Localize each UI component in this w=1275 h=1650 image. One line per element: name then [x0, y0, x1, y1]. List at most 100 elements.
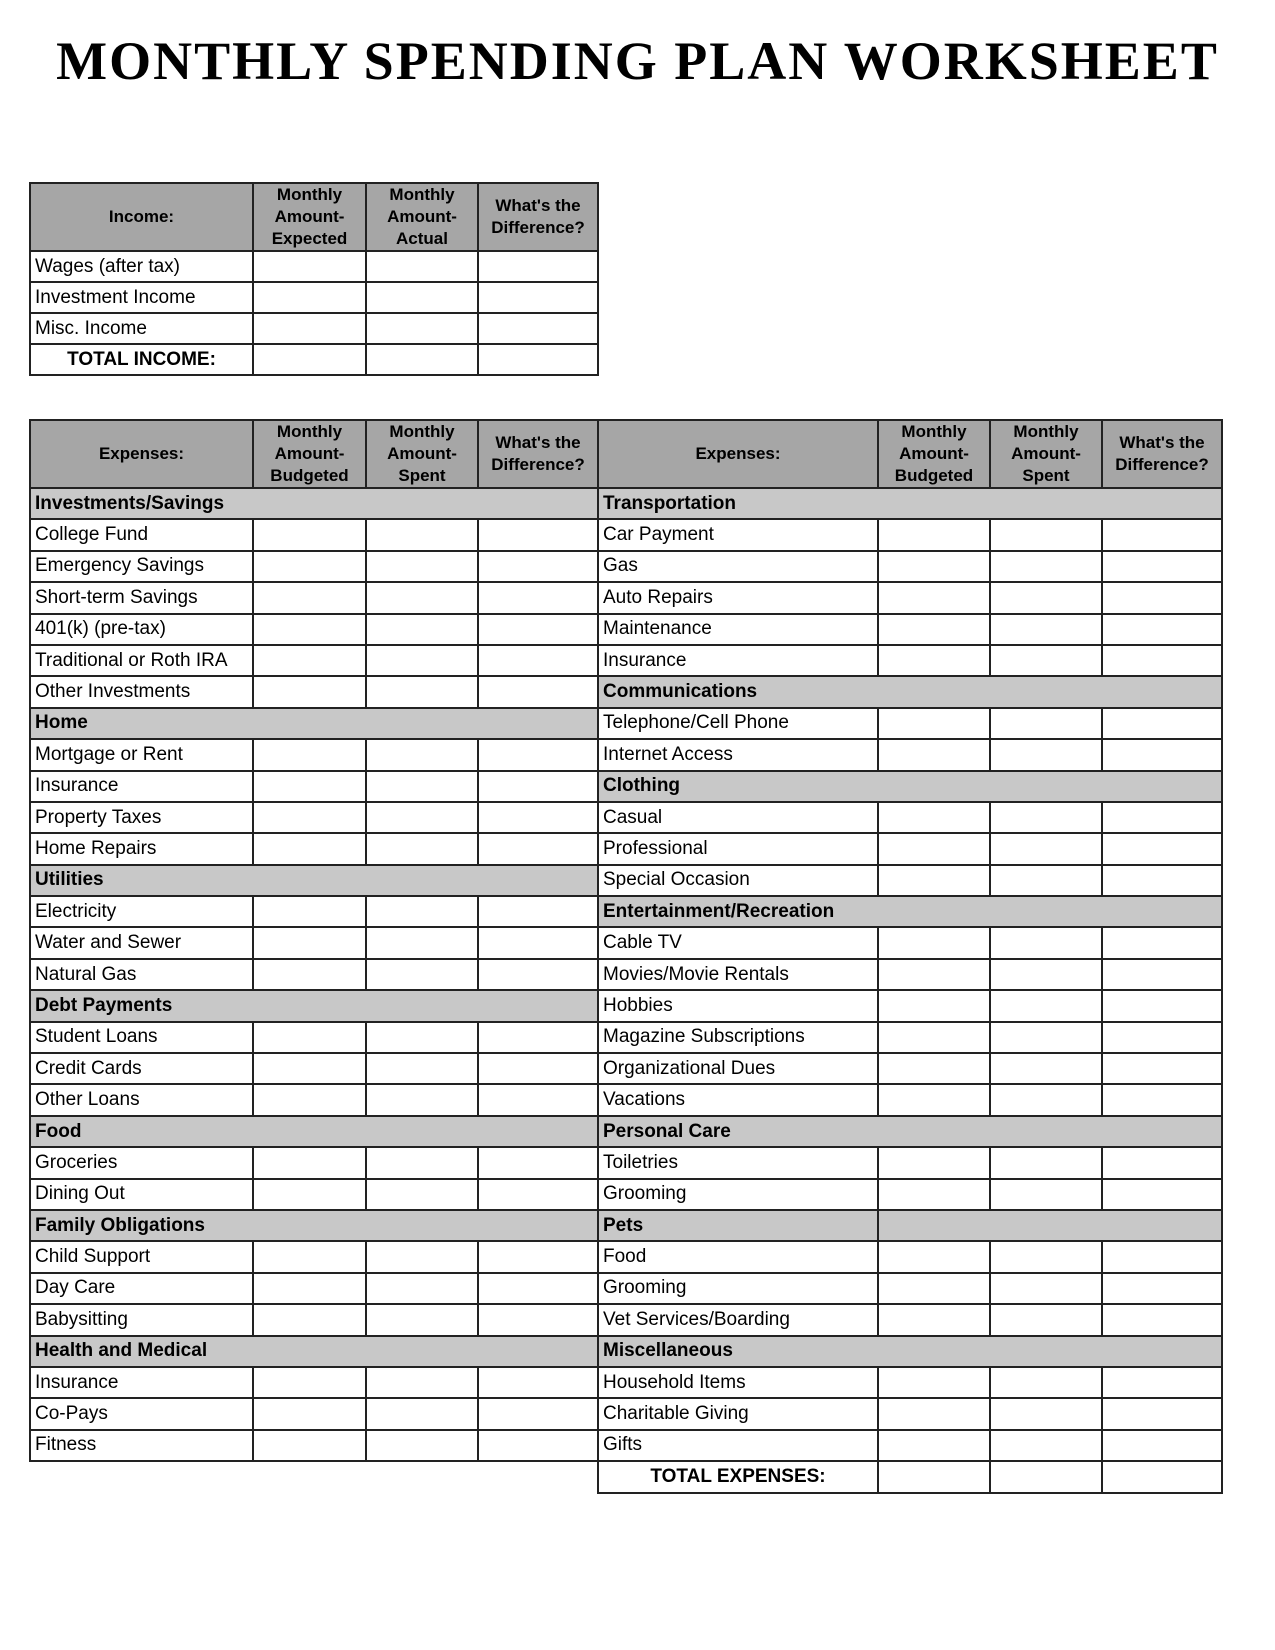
budgeted-input-cell[interactable]: [252, 1365, 367, 1400]
difference-input-cell[interactable]: [1101, 832, 1223, 866]
budgeted-input-cell[interactable]: [877, 1303, 991, 1337]
spent-input-cell[interactable]: [365, 926, 479, 960]
spent-input-cell[interactable]: [365, 1428, 479, 1463]
spent-input-cell[interactable]: [365, 1020, 479, 1055]
budgeted-input-cell[interactable]: [252, 343, 367, 376]
budgeted-input-cell[interactable]: [252, 800, 367, 835]
difference-input-cell[interactable]: [1101, 800, 1223, 835]
difference-input-cell[interactable]: [1101, 1052, 1223, 1086]
spent-input-cell[interactable]: [365, 1397, 479, 1431]
spent-input-cell[interactable]: [989, 800, 1103, 835]
spent-input-cell[interactable]: [989, 1303, 1103, 1337]
difference-input-cell[interactable]: [477, 926, 599, 960]
spent-input-cell[interactable]: [989, 1271, 1103, 1306]
spent-input-cell[interactable]: [365, 643, 479, 678]
budgeted-input-cell[interactable]: [252, 1240, 367, 1274]
budgeted-input-cell[interactable]: [252, 957, 367, 992]
difference-input-cell[interactable]: [477, 312, 599, 345]
difference-input-cell[interactable]: [1101, 1271, 1223, 1306]
spent-input-cell[interactable]: [365, 1365, 479, 1400]
difference-input-cell[interactable]: [477, 1428, 599, 1463]
difference-input-cell[interactable]: [1101, 738, 1223, 772]
spent-input-cell[interactable]: [989, 581, 1103, 615]
spent-input-cell[interactable]: [989, 1020, 1103, 1055]
spent-input-cell[interactable]: [365, 1177, 479, 1211]
difference-input-cell[interactable]: [477, 549, 599, 584]
difference-input-cell[interactable]: [477, 1271, 599, 1306]
budgeted-input-cell[interactable]: [877, 1428, 991, 1463]
difference-input-cell[interactable]: [477, 343, 599, 376]
difference-input-cell[interactable]: [1101, 706, 1223, 741]
spent-input-cell[interactable]: [365, 1271, 479, 1306]
difference-input-cell[interactable]: [1101, 612, 1223, 646]
budgeted-input-cell[interactable]: [877, 1365, 991, 1400]
spent-input-cell[interactable]: [989, 738, 1103, 772]
spent-input-cell[interactable]: [365, 1240, 479, 1274]
spent-input-cell[interactable]: [365, 769, 479, 803]
difference-input-cell[interactable]: [1101, 989, 1223, 1023]
spent-input-cell[interactable]: [989, 1083, 1103, 1117]
spent-input-cell[interactable]: [989, 926, 1103, 960]
budgeted-input-cell[interactable]: [877, 612, 991, 646]
budgeted-input-cell[interactable]: [877, 1177, 991, 1211]
difference-input-cell[interactable]: [477, 612, 599, 646]
difference-input-cell[interactable]: [477, 738, 599, 772]
budgeted-input-cell[interactable]: [252, 1177, 367, 1211]
difference-input-cell[interactable]: [1101, 926, 1223, 960]
spent-input-cell[interactable]: [365, 1146, 479, 1180]
budgeted-input-cell[interactable]: [252, 769, 367, 803]
difference-input-cell[interactable]: [477, 1365, 599, 1400]
spent-input-cell[interactable]: [989, 832, 1103, 866]
budgeted-input-cell[interactable]: [252, 1083, 367, 1117]
budgeted-input-cell[interactable]: [252, 312, 367, 345]
budgeted-input-cell[interactable]: [877, 1271, 991, 1306]
difference-input-cell[interactable]: [477, 769, 599, 803]
budgeted-input-cell[interactable]: [877, 1460, 991, 1494]
budgeted-input-cell[interactable]: [877, 518, 991, 552]
difference-input-cell[interactable]: [477, 675, 599, 709]
budgeted-input-cell[interactable]: [877, 863, 991, 898]
budgeted-input-cell[interactable]: [252, 281, 367, 314]
spent-input-cell[interactable]: [365, 832, 479, 866]
budgeted-input-cell[interactable]: [877, 926, 991, 960]
budgeted-input-cell[interactable]: [252, 832, 367, 866]
budgeted-input-cell[interactable]: [877, 957, 991, 992]
difference-input-cell[interactable]: [477, 250, 599, 283]
difference-input-cell[interactable]: [477, 518, 599, 552]
difference-input-cell[interactable]: [477, 281, 599, 314]
budgeted-input-cell[interactable]: [252, 1020, 367, 1055]
difference-input-cell[interactable]: [1101, 957, 1223, 992]
spent-input-cell[interactable]: [989, 1365, 1103, 1400]
spent-input-cell[interactable]: [989, 518, 1103, 552]
spent-input-cell[interactable]: [989, 1460, 1103, 1494]
difference-input-cell[interactable]: [477, 957, 599, 992]
spent-input-cell[interactable]: [989, 1146, 1103, 1180]
spent-input-cell[interactable]: [365, 1052, 479, 1086]
budgeted-input-cell[interactable]: [252, 1052, 367, 1086]
difference-input-cell[interactable]: [477, 895, 599, 929]
spent-input-cell[interactable]: [989, 1240, 1103, 1274]
budgeted-input-cell[interactable]: [877, 1240, 991, 1274]
budgeted-input-cell[interactable]: [877, 800, 991, 835]
budgeted-input-cell[interactable]: [252, 926, 367, 960]
spent-input-cell[interactable]: [365, 518, 479, 552]
budgeted-input-cell[interactable]: [877, 643, 991, 678]
budgeted-input-cell[interactable]: [252, 895, 367, 929]
budgeted-input-cell[interactable]: [877, 1146, 991, 1180]
spent-input-cell[interactable]: [365, 1083, 479, 1117]
difference-input-cell[interactable]: [477, 1303, 599, 1337]
spent-input-cell[interactable]: [365, 549, 479, 584]
budgeted-input-cell[interactable]: [877, 738, 991, 772]
difference-input-cell[interactable]: [1101, 549, 1223, 584]
spent-input-cell[interactable]: [365, 343, 479, 376]
spent-input-cell[interactable]: [365, 281, 479, 314]
budgeted-input-cell[interactable]: [877, 549, 991, 584]
spent-input-cell[interactable]: [989, 549, 1103, 584]
difference-input-cell[interactable]: [477, 1083, 599, 1117]
difference-input-cell[interactable]: [1101, 1365, 1223, 1400]
spent-input-cell[interactable]: [365, 675, 479, 709]
spent-input-cell[interactable]: [989, 957, 1103, 992]
spent-input-cell[interactable]: [365, 1303, 479, 1337]
budgeted-input-cell[interactable]: [877, 1083, 991, 1117]
difference-input-cell[interactable]: [477, 800, 599, 835]
